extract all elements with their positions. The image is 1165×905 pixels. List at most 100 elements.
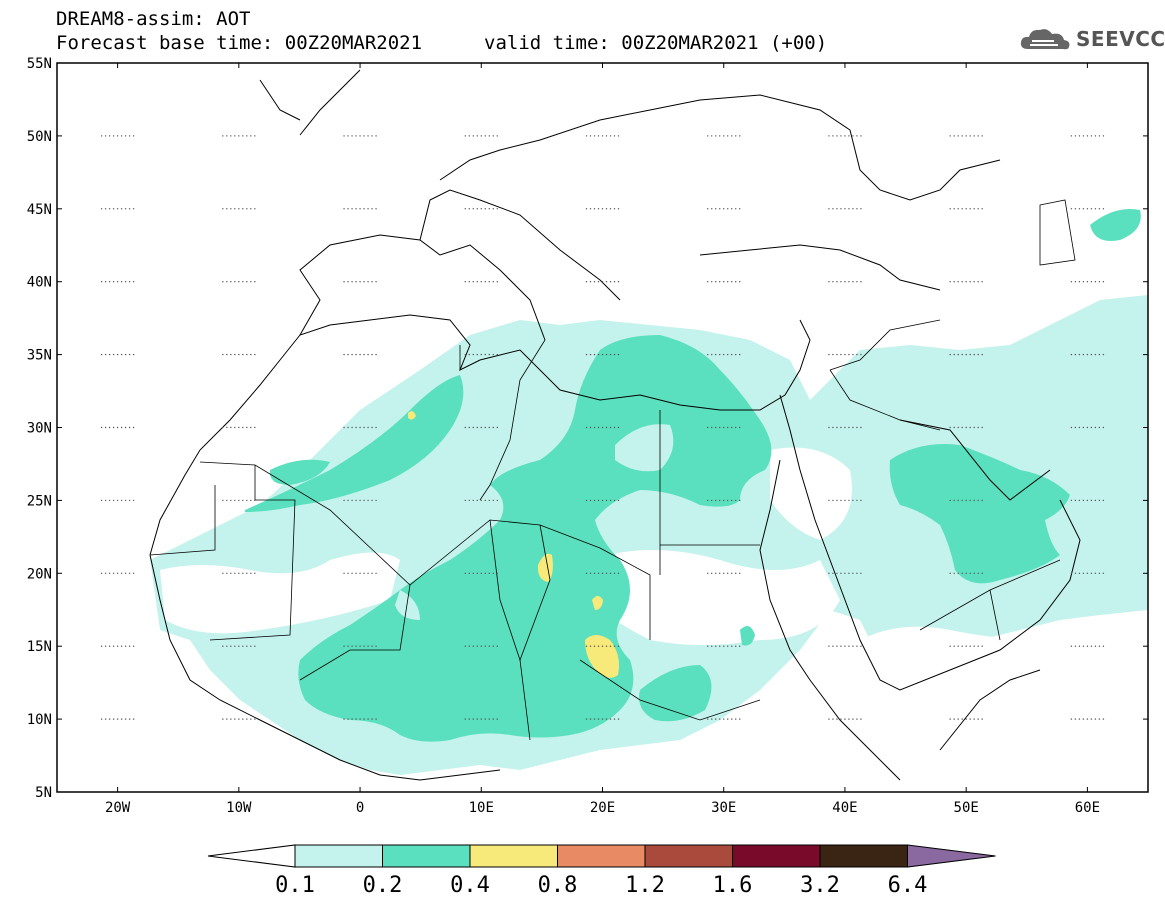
graticule-dot — [363, 718, 365, 720]
graticule-dot — [957, 353, 959, 356]
graticule-dot — [116, 135, 119, 137]
graticule-dot — [711, 353, 713, 356]
graticule-dot — [613, 645, 616, 647]
graticule-dot — [375, 718, 377, 720]
graticule-dot — [484, 645, 486, 647]
graticule-dot — [351, 572, 353, 574]
graticule-dot — [589, 135, 592, 137]
graticule-dot — [484, 353, 486, 356]
graticule-dot — [723, 499, 725, 502]
graticule-dot — [828, 208, 830, 210]
graticule-dot — [715, 572, 717, 574]
graticule-dot — [727, 572, 729, 574]
graticule-dot — [222, 281, 224, 283]
graticule-dot — [100, 499, 103, 502]
graticule-dot — [222, 135, 224, 137]
graticule-dot — [973, 499, 975, 502]
graticule-dot — [246, 208, 248, 210]
graticule-dot — [731, 718, 733, 720]
graticule-dot — [860, 572, 862, 574]
graticule-dot — [124, 645, 127, 647]
graticule-dot — [715, 135, 717, 137]
lon-label: 20W — [105, 800, 131, 816]
graticule-dot — [723, 572, 725, 574]
graticule-dot — [100, 718, 103, 720]
graticule-dot — [828, 426, 830, 429]
lat-label: 30N — [27, 421, 52, 437]
graticule-dot — [836, 499, 838, 502]
graticule-dot — [1078, 718, 1081, 720]
graticule-dot — [731, 572, 733, 574]
graticule-dot — [856, 499, 858, 502]
graticule-dot — [120, 499, 123, 502]
graticule-dot — [367, 572, 369, 574]
graticule-dot — [238, 281, 240, 283]
graticule-dot — [1094, 135, 1097, 137]
graticule-dot — [981, 353, 983, 356]
graticule-dot — [476, 426, 478, 429]
graticule-dot — [589, 281, 592, 283]
graticule-dot — [488, 281, 490, 283]
graticule-dot — [836, 281, 838, 283]
colorbar-label: 3.2 — [800, 873, 840, 898]
graticule-dot — [242, 281, 244, 283]
graticule-dot — [254, 572, 256, 574]
graticule-dot — [617, 645, 620, 647]
graticule-dot — [343, 281, 345, 283]
graticule-dot — [965, 645, 967, 647]
graticule-dot — [120, 281, 123, 283]
graticule-dot — [484, 208, 486, 210]
graticule-dot — [464, 645, 466, 647]
graticule-dot — [1078, 208, 1081, 210]
graticule-dot — [977, 208, 979, 210]
graticule-dot — [949, 353, 951, 356]
graticule-dot — [844, 281, 846, 283]
graticule-dot — [613, 426, 616, 429]
graticule-dot — [222, 645, 224, 647]
graticule-dot — [246, 426, 248, 429]
graticule-dot — [363, 135, 365, 137]
graticule-dot — [371, 572, 373, 574]
graticule-dot — [246, 572, 248, 574]
graticule-dot — [719, 135, 721, 137]
graticule-dot — [848, 718, 850, 720]
graticule-dot — [848, 208, 850, 210]
graticule-dot — [1094, 281, 1097, 283]
graticule — [100, 135, 1105, 720]
graticule-dot — [492, 499, 494, 502]
graticule-dot — [124, 426, 127, 429]
graticule-dot — [234, 426, 236, 429]
graticule-dot — [593, 718, 596, 720]
graticule-dot — [464, 353, 466, 356]
graticule-dot — [844, 718, 846, 720]
graticule-dot — [132, 645, 135, 647]
graticule-dot — [1078, 426, 1081, 429]
graticule-dot — [104, 281, 107, 283]
graticule-dot — [961, 572, 963, 574]
graticule-dot — [609, 426, 612, 429]
graticule-dot — [1102, 208, 1105, 210]
graticule-dot — [848, 426, 850, 429]
graticule-dot — [597, 353, 600, 356]
graticule-dot — [124, 572, 127, 574]
graticule-dot — [840, 426, 842, 429]
graticule-dot — [977, 718, 979, 720]
graticule-dot — [860, 208, 862, 210]
graticule-dot — [226, 281, 228, 283]
graticule-dot — [464, 572, 466, 574]
graticule-dot — [723, 353, 725, 356]
graticule-dot — [108, 572, 111, 574]
graticule-dot — [496, 645, 498, 647]
graticule-dot — [230, 572, 232, 574]
graticule-dot — [711, 572, 713, 574]
graticule-dot — [953, 426, 955, 429]
graticule-dot — [371, 499, 373, 502]
graticule-dot — [585, 718, 588, 720]
graticule-dot — [739, 499, 741, 502]
graticule-dot — [973, 645, 975, 647]
graticule-dot — [375, 572, 377, 574]
graticule-dot — [711, 718, 713, 720]
graticule-dot — [100, 572, 103, 574]
lat-label: 45N — [27, 202, 52, 218]
graticule-dot — [617, 281, 620, 283]
